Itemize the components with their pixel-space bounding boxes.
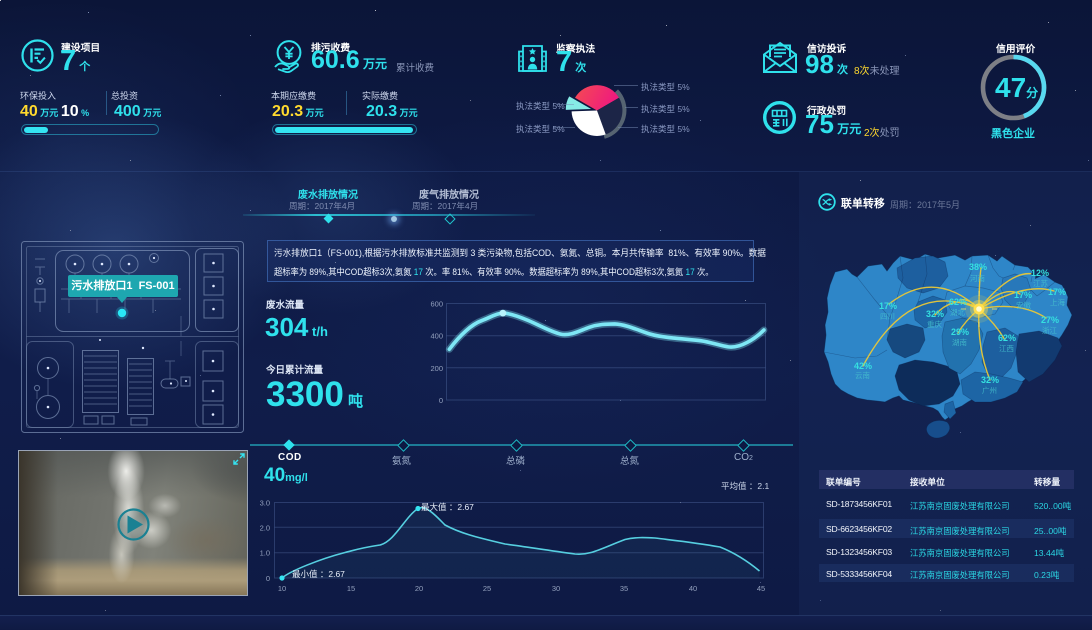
- svg-text:40: 40: [689, 584, 697, 593]
- svg-text:35: 35: [620, 584, 628, 593]
- svg-text:10: 10: [278, 584, 286, 593]
- svg-text:400: 400: [430, 332, 443, 341]
- svg-text:0: 0: [266, 574, 270, 583]
- svg-text:3.0: 3.0: [260, 499, 270, 508]
- svg-text:2.0: 2.0: [260, 523, 270, 532]
- svg-text:600: 600: [430, 300, 443, 309]
- svg-text:20: 20: [415, 584, 423, 593]
- svg-text:0: 0: [439, 396, 443, 405]
- svg-text:200: 200: [430, 364, 443, 373]
- svg-text:45: 45: [757, 584, 765, 593]
- svg-text:30: 30: [552, 584, 560, 593]
- svg-text:25: 25: [483, 584, 491, 593]
- svg-text:15: 15: [347, 584, 355, 593]
- svg-text:1.0: 1.0: [260, 549, 270, 558]
